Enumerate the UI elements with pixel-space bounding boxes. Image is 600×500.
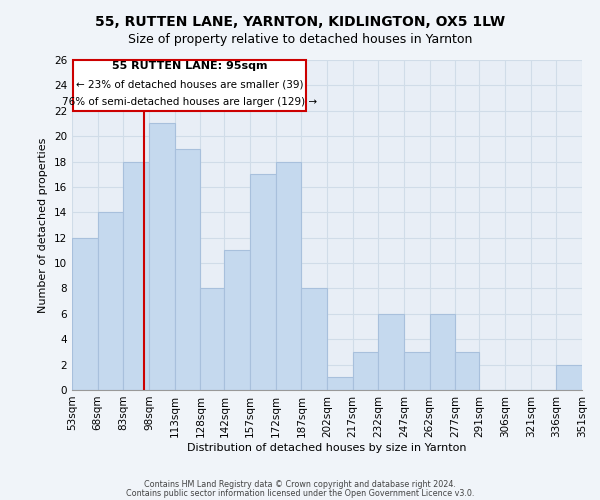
Y-axis label: Number of detached properties: Number of detached properties — [38, 138, 49, 312]
Bar — [327, 378, 353, 390]
Text: 55, RUTTEN LANE, YARNTON, KIDLINGTON, OX5 1LW: 55, RUTTEN LANE, YARNTON, KIDLINGTON, OX… — [95, 15, 505, 29]
Bar — [224, 250, 250, 390]
Bar — [149, 124, 175, 390]
Bar — [175, 149, 200, 390]
Bar — [353, 352, 379, 390]
Bar — [124, 162, 149, 390]
Bar — [200, 288, 224, 390]
Bar — [404, 352, 430, 390]
Bar — [455, 352, 479, 390]
Bar — [73, 60, 307, 111]
Bar — [72, 238, 98, 390]
Bar — [556, 364, 582, 390]
Bar — [98, 212, 124, 390]
Bar — [379, 314, 404, 390]
Bar — [301, 288, 327, 390]
Bar — [250, 174, 275, 390]
Text: ← 23% of detached houses are smaller (39): ← 23% of detached houses are smaller (39… — [76, 79, 304, 89]
Text: Contains HM Land Registry data © Crown copyright and database right 2024.: Contains HM Land Registry data © Crown c… — [144, 480, 456, 489]
Bar — [430, 314, 455, 390]
Text: Size of property relative to detached houses in Yarnton: Size of property relative to detached ho… — [128, 32, 472, 46]
Text: 76% of semi-detached houses are larger (129) →: 76% of semi-detached houses are larger (… — [62, 97, 317, 107]
Text: Contains public sector information licensed under the Open Government Licence v3: Contains public sector information licen… — [126, 488, 474, 498]
X-axis label: Distribution of detached houses by size in Yarnton: Distribution of detached houses by size … — [187, 442, 467, 452]
Bar — [275, 162, 301, 390]
Text: 55 RUTTEN LANE: 95sqm: 55 RUTTEN LANE: 95sqm — [112, 62, 268, 72]
